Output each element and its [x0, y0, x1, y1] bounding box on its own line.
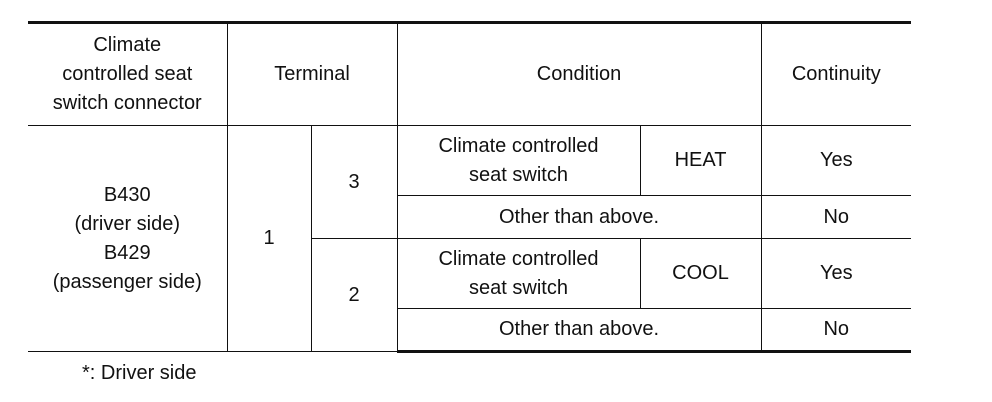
text-line: (passenger side) [52, 270, 202, 293]
text-line: switch connector [52, 92, 202, 114]
connector-cell: B430 (driver side) B429 (passenger side) [28, 125, 228, 352]
header-cell: Terminal [226, 21, 398, 126]
terminal-cell: 2 [311, 238, 398, 352]
continuity-cell: No [760, 195, 912, 239]
continuity-cell: Yes [760, 238, 912, 309]
text-line: seat switch [469, 276, 568, 299]
state-cell: HEAT [639, 125, 762, 196]
continuity-cell: Yes [760, 125, 912, 196]
terminal-cell: 3 [310, 125, 398, 239]
text-line: B430 [103, 183, 151, 206]
condition-cell: Climate controlled seat switch [396, 238, 641, 309]
text-line: (driver side) [74, 212, 181, 235]
state-cell: COOL [639, 238, 762, 309]
terminal-cell: 1 [226, 125, 312, 352]
condition-cell: Other than above. [397, 195, 762, 239]
spec-table: Climate controlled seat switch connector T… [28, 21, 912, 353]
text-line: B429 [103, 241, 151, 264]
header-cell: Climate controlled seat switch connector [28, 21, 228, 126]
text-line: seat switch [469, 163, 568, 186]
text-line: Climate [93, 34, 162, 56]
text-line: Climate controlled [438, 134, 599, 157]
continuity-cell: No [760, 308, 912, 353]
header-cell: Continuity [760, 21, 912, 126]
header-cell: Condition [396, 21, 762, 126]
text-line: controlled seat [62, 63, 193, 85]
condition-cell: Climate controlled seat switch [396, 125, 641, 196]
footnote: *: Driver side [82, 362, 197, 384]
condition-cell: Other than above. [397, 308, 762, 353]
text-line: Climate controlled [438, 247, 599, 270]
